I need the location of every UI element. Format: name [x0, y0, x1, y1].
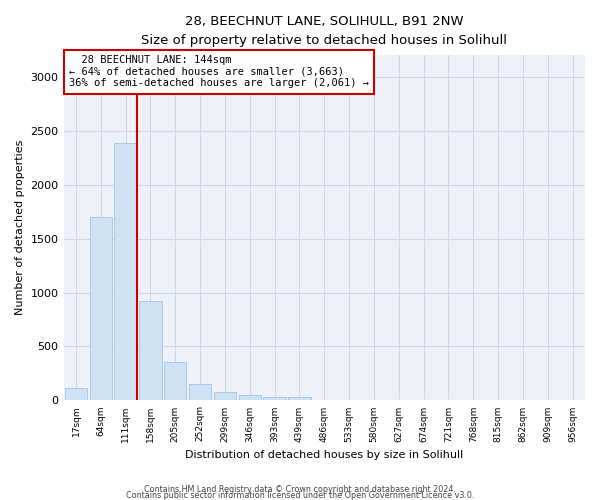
Bar	[189, 384, 211, 400]
Title: 28, BEECHNUT LANE, SOLIHULL, B91 2NW
Size of property relative to detached house: 28, BEECHNUT LANE, SOLIHULL, B91 2NW Siz…	[141, 15, 507, 47]
Bar	[239, 395, 261, 400]
Bar	[139, 301, 161, 400]
Bar	[115, 142, 137, 400]
X-axis label: Distribution of detached houses by size in Solihull: Distribution of detached houses by size …	[185, 450, 463, 460]
Bar	[288, 397, 311, 400]
Y-axis label: Number of detached properties: Number of detached properties	[15, 140, 25, 316]
Text: 28 BEECHNUT LANE: 144sqm
← 64% of detached houses are smaller (3,663)
36% of sem: 28 BEECHNUT LANE: 144sqm ← 64% of detach…	[69, 55, 369, 88]
Text: Contains public sector information licensed under the Open Government Licence v3: Contains public sector information licen…	[126, 491, 474, 500]
Bar	[263, 397, 286, 400]
Bar	[65, 388, 87, 400]
Bar	[214, 392, 236, 400]
Bar	[164, 362, 187, 401]
Bar	[89, 217, 112, 400]
Text: Contains HM Land Registry data © Crown copyright and database right 2024.: Contains HM Land Registry data © Crown c…	[144, 484, 456, 494]
